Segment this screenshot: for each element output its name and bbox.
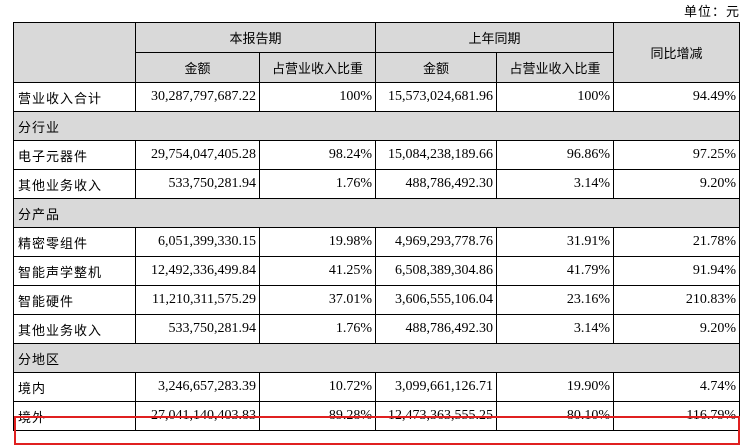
prior-amount-cell: 12,473,363,555.25	[375, 401, 498, 431]
prior-amount-cell: 4,969,293,778.76	[375, 227, 498, 257]
current-amount-cell: 533,750,281.94	[135, 314, 260, 344]
section-row: 分产品	[12, 198, 741, 228]
prior-amount-cell: 15,084,238,189.66	[375, 140, 498, 170]
row-label: 营业收入合计	[13, 82, 136, 112]
prior-share-cell: 23.16%	[496, 285, 615, 315]
header-yoy-change: 同比增减	[613, 22, 741, 83]
revenue-breakdown-table: 本报告期 上年同期 同比增减 金额 占营业收入比重 金额 占营业收入比重 营业收…	[12, 22, 741, 431]
yoy-change-cell: 210.83%	[613, 285, 741, 315]
row-label: 精密零组件	[13, 227, 136, 257]
row-label: 智能硬件	[13, 285, 136, 315]
yoy-change-cell: 116.79%	[613, 401, 741, 431]
row-label: 电子元器件	[13, 140, 136, 170]
current-share-cell: 41.25%	[258, 256, 377, 286]
prior-share-cell: 3.14%	[496, 169, 615, 199]
current-amount-cell: 6,051,399,330.15	[135, 227, 260, 257]
prior-share-cell: 80.10%	[496, 401, 615, 431]
unit-label: 单位：元	[683, 5, 740, 20]
header-current-period: 本报告期	[134, 22, 377, 53]
row-label: 境外	[13, 401, 136, 431]
table-row: 其他业务收入 533,750,281.94 1.76% 488,786,492.30 3…	[13, 314, 741, 344]
current-amount-cell: 11,210,311,575.29	[135, 285, 260, 315]
prior-share-cell: 3.14%	[496, 314, 615, 344]
current-amount-cell: 533,750,281.94	[135, 169, 260, 199]
current-amount-cell: 3,246,657,283.39	[135, 372, 260, 402]
current-share-cell: 10.72%	[258, 372, 377, 402]
section-label: 分行业	[12, 111, 741, 141]
header-row-sub: 金额 占营业收入比重 金额 占营业收入比重	[14, 52, 740, 83]
table-row: 智能硬件 11,210,311,575.29 37.01% 3,606,555,106…	[13, 285, 741, 315]
yoy-change-cell: 94.49%	[613, 82, 741, 112]
current-amount-cell: 12,492,336,499.84	[135, 256, 260, 286]
table-row: 智能声学整机 12,492,336,499.84 41.25% 6,508,389,3…	[13, 256, 741, 286]
yoy-change-cell: 91.94%	[613, 256, 741, 286]
current-amount-cell: 29,754,047,405.28	[135, 140, 260, 170]
prior-share-cell: 100%	[496, 82, 615, 112]
header-prior-amount: 金额	[375, 52, 498, 83]
yoy-change-cell: 9.20%	[613, 169, 741, 199]
yoy-change-cell: 9.20%	[613, 314, 741, 344]
header-row-top: 本报告期 上年同期 同比增减	[13, 22, 741, 83]
row-label: 其他业务收入	[13, 169, 136, 199]
header-current-amount: 金额	[135, 52, 260, 83]
prior-amount-cell: 488,786,492.30	[375, 314, 498, 344]
current-share-cell: 1.76%	[258, 314, 377, 344]
current-share-cell: 37.01%	[258, 285, 377, 315]
current-share-cell: 100%	[258, 82, 377, 112]
yoy-change-cell: 97.25%	[613, 140, 741, 170]
prior-share-cell: 96.86%	[496, 140, 615, 170]
header-corner-cell	[13, 22, 136, 83]
prior-amount-cell: 3,099,661,126.71	[375, 372, 498, 402]
section-row: 分地区	[12, 343, 741, 373]
table-row: 境内 3,246,657,283.39 10.72% 3,099,661,126.71…	[13, 372, 741, 402]
row-label: 其他业务收入	[13, 314, 136, 344]
section-row: 分行业	[12, 111, 741, 141]
header-current-share: 占营业收入比重	[258, 52, 377, 83]
table-row: 营业收入合计 30,287,797,687.22 100% 15,573,024,68…	[13, 82, 741, 112]
prior-amount-cell: 15,573,024,681.96	[375, 82, 498, 112]
current-share-cell: 19.98%	[258, 227, 377, 257]
current-share-cell: 1.76%	[258, 169, 377, 199]
current-amount-cell: 30,287,797,687.22	[135, 82, 260, 112]
current-amount-cell: 27,041,140,403.83	[135, 401, 260, 431]
row-label: 智能声学整机	[13, 256, 136, 286]
prior-share-cell: 41.79%	[496, 256, 615, 286]
yoy-change-cell: 4.74%	[613, 372, 741, 402]
prior-share-cell: 31.91%	[496, 227, 615, 257]
header-prior-share: 占营业收入比重	[496, 52, 615, 83]
table-body: 营业收入合计 30,287,797,687.22 100% 15,573,024,68…	[12, 82, 741, 431]
prior-amount-cell: 6,508,389,304.86	[375, 256, 498, 286]
prior-amount-cell: 3,606,555,106.04	[375, 285, 498, 315]
table-row: 其他业务收入 533,750,281.94 1.76% 488,786,492.30 3…	[13, 169, 741, 199]
row-label: 境内	[13, 372, 136, 402]
prior-share-cell: 19.90%	[496, 372, 615, 402]
table-row: 电子元器件 29,754,047,405.28 98.24% 15,084,238,1…	[13, 140, 741, 170]
current-share-cell: 89.28%	[258, 401, 377, 431]
table-row-highlighted: 境外 27,041,140,403.83 89.28% 12,473,363,555.…	[13, 401, 741, 431]
prior-amount-cell: 488,786,492.30	[375, 169, 498, 199]
header-prior-period: 上年同期	[375, 22, 615, 53]
section-label: 分产品	[12, 198, 741, 228]
current-share-cell: 98.24%	[258, 140, 377, 170]
section-label: 分地区	[12, 343, 741, 373]
table-row: 精密零组件 6,051,399,330.15 19.98% 4,969,293,778…	[13, 227, 741, 257]
yoy-change-cell: 21.78%	[613, 227, 741, 257]
